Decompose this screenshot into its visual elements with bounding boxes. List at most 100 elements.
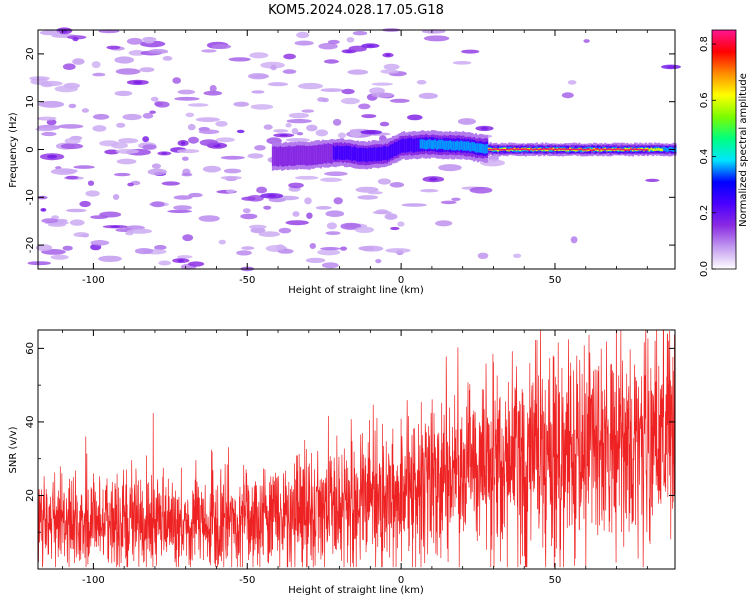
spectrogram-cell	[380, 69, 399, 74]
spectrogram-cell	[188, 261, 205, 267]
spectrogram-cell	[46, 119, 57, 126]
spectrogram-ridge-cell	[447, 140, 450, 151]
spectrogram-ridge-cell	[406, 138, 409, 153]
spectrogram-ridge-cell	[654, 148, 657, 152]
colorbar-ticks: 0.0 0.2 0.4 0.6 0.8	[699, 36, 716, 277]
spectrogram-cell	[114, 56, 134, 64]
spectrogram-cell	[39, 80, 63, 87]
x-tick-label: -100	[82, 275, 105, 286]
spectrogram-cell	[142, 144, 157, 150]
spectrogram-ridge-cell	[423, 139, 426, 150]
spectrogram-cell	[72, 58, 85, 65]
spectrogram-cell	[215, 120, 228, 127]
spectrogram-ridge-cell	[558, 148, 561, 150]
spectrogram-cell	[327, 39, 340, 45]
spectrogram-ridge-cell	[563, 148, 566, 150]
spectrogram-ridge-cell	[428, 139, 431, 149]
spectrogram-ridge-cell	[619, 148, 622, 151]
spectrogram-ridge-cell	[412, 138, 415, 153]
spectrogram-ridge-cell	[310, 145, 313, 166]
spectrogram-ridge-cell	[314, 145, 317, 165]
spectrogram-ridge-cell	[371, 148, 374, 162]
spectrogram-cell	[220, 155, 245, 160]
spectrogram-cell	[104, 149, 120, 155]
spectrogram-cell	[60, 143, 84, 150]
spectrogram-cell	[294, 175, 319, 180]
spectrogram-cell	[73, 232, 89, 238]
spectrogram-cell	[309, 243, 316, 249]
spectrogram-cell	[249, 52, 269, 59]
spectrogram-cell	[291, 128, 299, 135]
spectrogram-cell	[256, 186, 268, 194]
spectrogram-cell	[325, 231, 341, 236]
spectrogram-ridge-cell	[393, 142, 396, 156]
spectrogram-ridge-cell	[646, 149, 649, 151]
spectrogram-ridge-cell	[554, 148, 557, 150]
spectrogram-ridge-cell	[345, 145, 348, 160]
spectrogram-ridge-cell	[329, 143, 332, 164]
spectrogram-ridge-cell	[421, 139, 424, 149]
spectrogram-cell	[320, 177, 342, 182]
spectrogram-cell	[296, 132, 304, 136]
spectrogram-cell	[390, 226, 400, 231]
spectrogram-ridge-cell	[646, 147, 649, 151]
spectrogram-ridge-cell	[449, 140, 452, 150]
spectrogram-ridge-cell	[497, 148, 500, 150]
spectrogram-cell	[81, 108, 89, 113]
spectrogram-ridge-cell	[600, 148, 603, 150]
spectrogram-ridge-cell	[552, 147, 555, 151]
spectrogram-ridge-cell	[609, 148, 612, 150]
spectrogram-ridge-cell	[661, 148, 664, 152]
spectrogram-cell	[202, 165, 221, 173]
spectrogram-ridge-cell	[571, 148, 574, 151]
colorbar-tick-label: 0.6	[699, 92, 710, 108]
spectrogram-cell	[347, 69, 369, 75]
spectrogram-ridge-cell	[327, 143, 330, 163]
spectrogram-cell	[333, 197, 343, 205]
spectrogram-ridge-cell	[500, 149, 503, 151]
spectrogram-cell	[276, 244, 285, 251]
spectrogram-cell	[385, 53, 391, 57]
spectrogram-ridge-cell	[624, 149, 627, 151]
spectrogram-cell	[267, 194, 277, 198]
spectrogram-ridge-cell	[349, 146, 352, 160]
spectrogram-cell	[248, 224, 267, 230]
spectrogram-cell	[99, 140, 119, 147]
spectrogram-cell	[348, 45, 367, 52]
spectrogram-ridge-cell	[519, 148, 522, 150]
spectrogram-cell	[241, 246, 255, 250]
spectrogram-cell	[283, 53, 296, 60]
spectrogram-ridge-cell	[379, 147, 382, 161]
spectrogram-cell	[341, 88, 355, 95]
spectrogram-cell	[181, 172, 193, 177]
spectrogram-cell	[258, 231, 280, 238]
spectrogram-cell	[149, 110, 156, 114]
spectrogram-cell	[416, 79, 427, 85]
colorbar-label: Normalized spectral amplitude	[738, 73, 749, 227]
spectrogram-ridge-cell	[358, 147, 361, 162]
spectrogram-cell	[435, 220, 453, 227]
spectrogram-ridge-cell	[641, 149, 644, 151]
spectrogram-ridge-cell	[508, 148, 511, 151]
spectrogram-ridge-cell	[438, 139, 441, 149]
spectrogram-ridge-cell	[595, 148, 598, 150]
spectrogram-ridge-cell	[648, 148, 651, 152]
spectrogram-cell	[177, 89, 195, 95]
spectrogram-ridge-cell	[417, 137, 420, 152]
spectrogram-ridge-cell	[419, 139, 422, 149]
spectrogram-cell	[69, 219, 85, 226]
spectrogram-ridge-cell	[537, 148, 540, 151]
snr-xlabel: Height of straight line (km)	[288, 585, 424, 596]
spectrogram-ridge-cell	[301, 145, 304, 165]
spectrogram-cell	[61, 28, 68, 33]
spectrogram-ridge-cell	[548, 148, 551, 150]
spectrogram-ridge-cell	[451, 141, 454, 151]
spectrogram-cell	[228, 57, 251, 62]
spectrogram-cell	[62, 245, 73, 251]
spectrogram-ridge-cell	[318, 144, 321, 165]
spectrogram-cell	[167, 209, 192, 213]
spectrogram-ridge-cell	[596, 148, 599, 152]
spectrogram-ridge-cell	[659, 148, 662, 151]
spectrogram-ridge-cell	[305, 146, 308, 166]
spectrogram-cell	[38, 100, 65, 108]
